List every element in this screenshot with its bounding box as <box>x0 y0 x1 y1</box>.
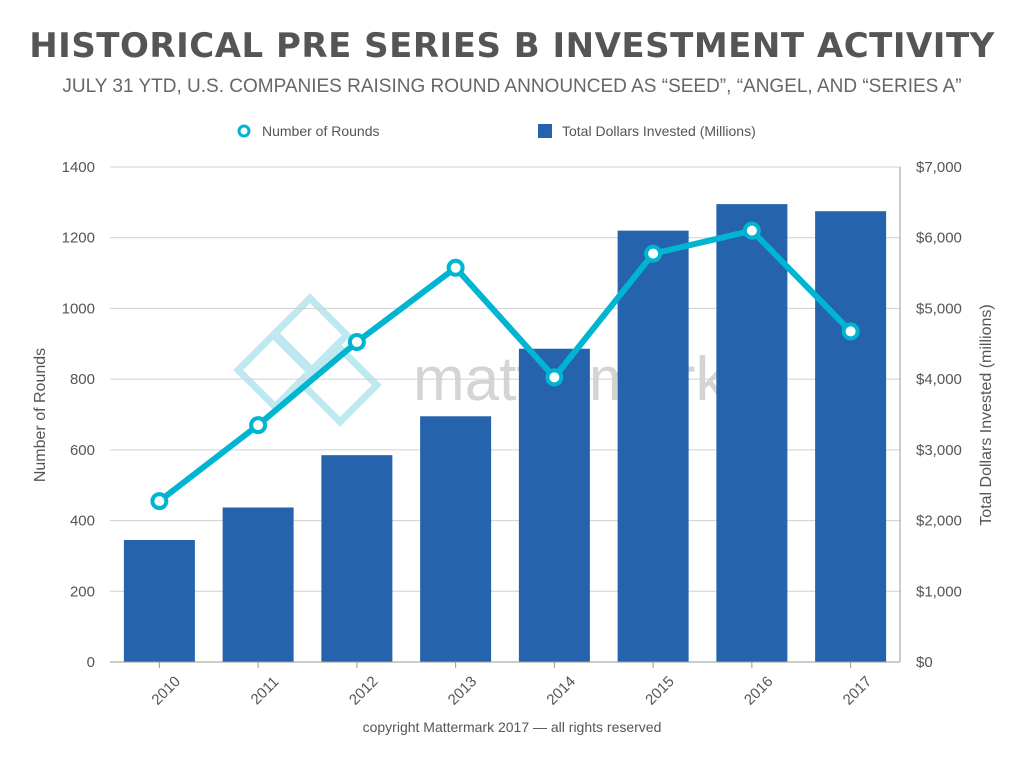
watermark-logo-diamond <box>268 293 352 377</box>
x-tick-label: 2013 <box>445 673 481 709</box>
y-tick-label-left: 1400 <box>62 159 95 176</box>
bar-2016 <box>716 204 788 662</box>
copyright-footer: copyright Mattermark 2017 — all rights r… <box>362 719 662 735</box>
y-tick-label-left: 200 <box>70 583 95 600</box>
legend-label-dollars: Total Dollars Invested (Millions) <box>562 123 756 139</box>
rounds-point-2010 <box>150 492 169 511</box>
chart-title: HISTORICAL PRE SERIES B INVESTMENT ACTIV… <box>29 26 995 66</box>
x-tick-label: 2016 <box>741 673 777 709</box>
rounds-point-2017 <box>841 322 860 341</box>
y-tick-label-right: $5,000 <box>916 300 962 317</box>
watermark-logo-diamond <box>298 343 382 427</box>
rounds-point-2016 <box>742 221 761 240</box>
legend: Number of Rounds Total Dollars Invested (… <box>237 123 756 139</box>
y-tick-label-left: 0 <box>87 654 95 671</box>
rounds-point-2011 <box>249 416 268 435</box>
legend-marker-rounds <box>237 124 251 138</box>
y-tick-label-right: $1,000 <box>916 583 962 600</box>
bar-2015 <box>617 230 689 662</box>
y-tick-label-right: $2,000 <box>916 513 962 530</box>
y-tick-label-right: $6,000 <box>916 230 962 247</box>
watermark-logo-diamond <box>233 328 317 412</box>
bar-2014 <box>518 348 590 662</box>
rounds-point-2013 <box>446 258 465 277</box>
y-tick-label-left: 1000 <box>62 300 95 317</box>
axes: 0 $0 200 $1,000 400 $2,000 600 $3,000 800 $4,000 1… <box>32 159 995 709</box>
x-tick-label: 2011 <box>248 673 283 708</box>
bar-2017 <box>815 211 887 663</box>
x-tick-label: 2015 <box>642 673 678 709</box>
x-tick-label: 2012 <box>346 673 382 709</box>
x-tick-label: 2014 <box>543 673 579 709</box>
bar-series <box>123 204 887 663</box>
bar-2011 <box>222 507 294 662</box>
y-tick-label-left: 1200 <box>62 230 95 247</box>
legend-marker-dollars <box>538 124 552 138</box>
y-axis-title-left: Number of Rounds <box>32 348 49 482</box>
y-axis-title-right: Total Dollars Invested (millions) <box>978 304 995 525</box>
y-tick-label-right: $7,000 <box>916 159 962 176</box>
line-series <box>150 221 860 511</box>
rounds-point-2012 <box>347 333 366 352</box>
rounds-point-2014 <box>545 368 564 387</box>
y-tick-label-left: 600 <box>70 442 95 459</box>
y-tick-label-right: $0 <box>916 654 933 671</box>
chart-subtitle: JULY 31 YTD, U.S. COMPANIES RAISING ROUN… <box>62 76 962 97</box>
rounds-line <box>157 227 853 504</box>
rounds-point-2015 <box>644 244 663 263</box>
bar-2013 <box>420 416 492 662</box>
legend-label-rounds: Number of Rounds <box>262 123 380 139</box>
y-tick-label-right: $3,000 <box>916 442 962 459</box>
x-tick-label: 2017 <box>840 673 876 709</box>
y-tick-label-right: $4,000 <box>916 371 962 388</box>
y-tick-label-left: 800 <box>70 371 95 388</box>
y-tick-label-left: 400 <box>70 513 95 530</box>
x-tick-label: 2010 <box>148 673 184 709</box>
bar-2012 <box>321 455 393 662</box>
bar-2010 <box>123 540 195 662</box>
